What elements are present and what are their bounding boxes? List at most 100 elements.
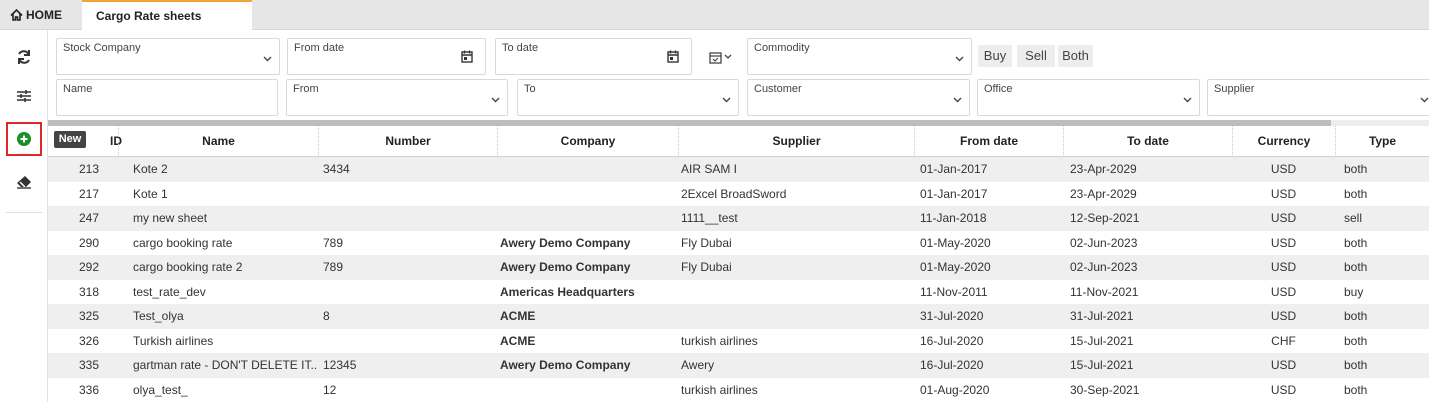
table-cell: 789 <box>323 235 344 250</box>
table-cell: 292 <box>78 260 99 274</box>
table-cell: both <box>1344 260 1368 274</box>
to-date-field[interactable]: To date <box>495 38 692 75</box>
column-header[interactable]: Currency <box>1232 126 1335 157</box>
table-cell: 01-Jan-2017 <box>920 186 988 201</box>
clear-button[interactable] <box>8 166 40 198</box>
dropdown-icon[interactable] <box>953 92 962 106</box>
from-date-field[interactable]: From date <box>287 38 486 75</box>
column-header[interactable]: Number <box>318 126 497 157</box>
table-cell: 01-Aug-2020 <box>920 382 990 397</box>
column-header[interactable]: Type <box>1335 126 1429 157</box>
sell-button[interactable]: Sell <box>1017 45 1055 67</box>
table-cell: 213 <box>78 162 99 176</box>
table-cell: Fly Dubai <box>681 260 732 274</box>
field-label: Supplier <box>1214 83 1255 95</box>
dropdown-icon[interactable] <box>722 92 731 106</box>
commodity-field[interactable]: Commodity <box>747 38 972 75</box>
table-cell <box>497 206 678 231</box>
table-cell: Awery Demo Company <box>500 235 631 250</box>
table-cell: 15-Jul-2021 <box>1070 333 1134 348</box>
both-button[interactable]: Both <box>1058 45 1093 67</box>
table-cell <box>497 378 678 402</box>
table-cell: 01-May-2020 <box>920 260 991 274</box>
table-cell <box>318 329 497 354</box>
table-row[interactable]: 325 Test_olya 8 ACME 31-Jul-2020 31-Jul-2021 U… <box>48 304 1429 329</box>
date-range-picker[interactable] <box>700 46 740 68</box>
table-cell: 01-May-2020 <box>920 235 991 250</box>
column-header[interactable]: Name <box>118 126 318 157</box>
table-row[interactable]: 213 Kote 2 3434 AIR SAM I 01-Jan-2017 23-Apr-… <box>48 157 1429 182</box>
table-cell: buy <box>1344 284 1364 299</box>
table-row[interactable]: 292 cargo booking rate 2 789 Awery Demo Com… <box>48 255 1429 280</box>
column-header[interactable]: Supplier <box>678 126 914 157</box>
dropdown-icon[interactable] <box>491 92 500 106</box>
table-cell: 01-Jan-2017 <box>920 162 988 176</box>
calendar-icon[interactable] <box>667 50 679 66</box>
table-cell: Americas Headquarters <box>500 284 635 299</box>
supplier-field[interactable]: Supplier <box>1207 79 1429 116</box>
table-cell: 16-Jul-2020 <box>920 358 984 372</box>
dropdown-icon[interactable] <box>1420 92 1429 106</box>
dropdown-icon[interactable] <box>1183 92 1192 106</box>
table-row[interactable]: 326 Turkish airlines ACME turkish airlines 1… <box>48 328 1429 354</box>
table-row[interactable]: 336 olya_test_ 12 turkish airlines 01-Aug-20… <box>48 377 1429 402</box>
active-tab[interactable]: Cargo Rate sheets <box>82 0 252 30</box>
table-cell <box>678 304 914 329</box>
table-cell: 290 <box>78 235 99 250</box>
tooltip: New <box>54 131 86 148</box>
from-field[interactable]: From <box>286 79 508 116</box>
column-header[interactable]: To date <box>1063 126 1232 157</box>
table-cell: cargo booking rate <box>133 235 233 250</box>
column-header[interactable]: From date <box>914 126 1063 157</box>
new-button[interactable] <box>6 122 42 156</box>
table-cell: my new sheet <box>133 211 208 225</box>
table-row[interactable]: 247 my new sheet 1111__test 11-Jan-2018 12-S… <box>48 206 1429 231</box>
refresh-button[interactable] <box>8 41 40 73</box>
stock-company-field[interactable]: Stock Company <box>56 38 280 75</box>
buy-button[interactable]: Buy <box>978 45 1012 67</box>
table-cell <box>678 280 914 305</box>
table-cell: Test_olya <box>133 309 184 323</box>
calendar-icon[interactable] <box>461 50 473 66</box>
table-cell: 30-Sep-2021 <box>1070 382 1140 397</box>
table-cell: Awery Demo Company <box>500 358 631 372</box>
table-cell: AIR SAM I <box>681 162 738 176</box>
table-cell: USD <box>1270 382 1297 397</box>
table-cell: 12-Sep-2021 <box>1070 211 1140 225</box>
customer-field[interactable]: Customer <box>747 79 970 116</box>
scrollbar-thumb[interactable] <box>48 120 1331 126</box>
office-field[interactable]: Office <box>977 79 1200 116</box>
table-cell: both <box>1344 333 1368 348</box>
table-row[interactable]: 290 cargo booking rate 789 Awery Demo Compa… <box>48 230 1429 255</box>
table-cell: sell <box>1344 211 1363 225</box>
to-field[interactable]: To <box>517 79 739 116</box>
column-header[interactable]: Company <box>497 126 678 157</box>
table-cell: 12 <box>323 382 337 397</box>
field-label: From <box>293 83 319 95</box>
table-row[interactable]: 318 test_rate_dev Americas Headquarters 11-… <box>48 279 1429 305</box>
name-field[interactable]: Name <box>56 79 278 116</box>
table-cell <box>497 157 678 182</box>
table-cell: USD <box>1270 211 1297 225</box>
table-cell: USD <box>1270 284 1297 299</box>
table-cell: 326 <box>78 333 99 348</box>
table-cell: 31-Jul-2021 <box>1070 309 1134 323</box>
home-tab[interactable]: HOME <box>10 0 62 30</box>
table-row[interactable]: 217 Kote 1 2Excel BroadSword 01-Jan-2017 23-… <box>48 181 1429 206</box>
table-cell: 15-Jul-2021 <box>1070 358 1134 372</box>
table-cell: 1111__test <box>681 211 738 225</box>
table-cell: both <box>1344 162 1368 176</box>
field-label: Name <box>63 83 93 95</box>
table-cell: 02-Jun-2023 <box>1070 260 1138 274</box>
table-cell: gartman rate - DON'T DELETE IT... <box>133 358 318 372</box>
column-header[interactable]: ID <box>110 134 122 148</box>
filter-settings-button[interactable] <box>8 80 40 112</box>
table-cell: 335 <box>78 358 99 372</box>
dropdown-icon[interactable] <box>263 51 272 65</box>
table-cell: 23-Apr-2029 <box>1070 186 1137 201</box>
dropdown-icon[interactable] <box>955 51 964 65</box>
field-label: To <box>524 83 536 95</box>
table-cell: 02-Jun-2023 <box>1070 235 1138 250</box>
table-cell: Fly Dubai <box>681 235 732 250</box>
table-row[interactable]: 335 gartman rate - DON'T DELETE IT... 1234… <box>48 353 1429 378</box>
